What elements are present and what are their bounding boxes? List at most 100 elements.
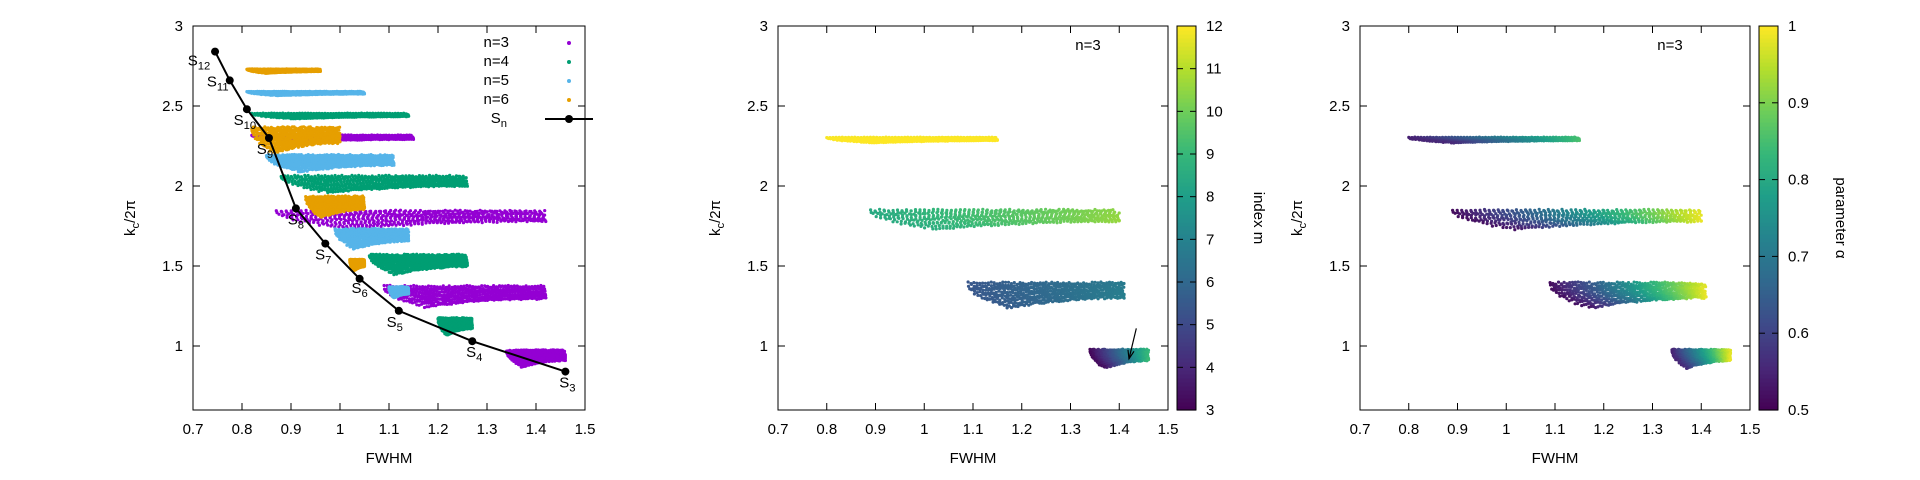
data-point-n4 [302,186,305,189]
data-point-n3 [351,219,354,222]
data-point-n3 [280,211,283,214]
data-point-n3 [391,223,394,226]
data-point-n3 [421,223,424,226]
data-point-n3 [438,294,441,297]
data-point-n3 [326,224,329,227]
data-point-n3 [481,292,484,295]
data-point-n3 [343,222,346,225]
data-point-n3 [440,287,443,290]
data-point-n4 [341,185,344,188]
chart-panel-n-all: 0.7 0.8 0.9 1 1.1 1.2 1.3 1.4 1.511.522.53FWHMkc… [122,18,595,467]
data-point-n3 [454,221,457,224]
data-point-n4 [466,185,469,188]
data-point-n4 [305,186,308,189]
data-point-n3 [430,285,433,288]
x-tick-label: 0.7 [183,421,204,438]
data-point-n3 [322,222,325,225]
data-point-n3 [317,218,320,221]
data-point-n3 [329,220,332,223]
data-point-n3 [337,225,340,228]
data-point-n3 [477,220,480,223]
data-point-n3 [380,225,383,228]
data-point-n4 [466,264,469,267]
data-point-n3 [406,223,409,226]
data-point-n4 [326,184,329,187]
data-point-n3 [499,285,502,288]
data-point-n3 [306,212,309,215]
data-point-n3 [418,211,421,214]
data-point-n4 [291,183,294,186]
data-point-n3 [383,224,386,227]
data-point-n3 [416,295,419,298]
data-point-n3 [469,220,472,223]
data-point-n4 [312,188,315,191]
data-point-n3 [499,220,502,223]
data-point-n3 [398,223,401,226]
data-point-n3 [484,220,487,223]
data-point-n3 [529,219,532,222]
data-point-n4 [315,187,318,190]
data-point-n3 [466,220,469,223]
data-point-n3 [510,220,513,223]
data-point-n3 [412,138,415,141]
data-point-n4 [407,115,410,118]
data-point-n3 [544,220,547,223]
data-point-n3 [347,221,350,224]
data-point-n3 [514,220,517,223]
data-point-n3 [473,220,476,223]
data-point-n3 [485,285,488,288]
data-point-n3 [564,359,567,362]
y-axis-label-text: kc/2π [122,200,142,236]
data-point-n3 [436,221,439,224]
x-tick-label: 1.3 [477,421,498,438]
data-point-n3 [458,221,461,224]
data-point-n3 [329,224,332,227]
data-point-n3 [481,221,484,224]
data-point-n3 [413,222,416,225]
y-tick-label: 2.5 [162,98,183,115]
data-point-n3 [402,224,405,227]
data-point-n3 [441,290,444,293]
data-point-n4 [295,177,298,180]
data-point-n3 [424,221,427,224]
data-point-n4 [465,176,468,179]
data-point-n3 [489,292,492,295]
data-point-n4 [300,183,303,186]
data-point-n3 [443,222,446,225]
data-point-n3 [432,221,435,224]
data-point-n3 [503,219,506,222]
data-point-n3 [462,221,465,224]
data-point-n3 [446,216,449,219]
data-point-n3 [496,221,499,224]
data-point-n3 [526,220,529,223]
x-tick-label: 1.2 [428,421,449,438]
data-point-n3 [464,291,467,294]
x-axis-label: FWHM [366,450,413,467]
data-point-n3 [383,284,386,287]
data-point-n4 [260,115,263,118]
y-tick-label: 1 [175,338,183,355]
data-point-n3 [364,221,367,224]
y-tick-label: 1.5 [162,258,183,275]
y-axis-label: kc/2π [122,200,142,236]
data-point-n3 [533,219,536,222]
data-point-n3 [496,218,499,221]
data-point-n3 [412,284,415,287]
data-point-n3 [417,222,420,225]
x-tick-label: 1.4 [526,421,547,438]
data-point-n3 [428,221,431,224]
data-point-n4 [287,181,290,184]
data-point-n3 [522,219,525,222]
data-point-n3 [384,220,387,223]
data-point-n3 [318,224,321,227]
data-point-n3 [389,216,392,219]
data-point-n4 [257,114,260,117]
data-point-n3 [335,218,338,221]
data-point-n3 [281,214,284,217]
x-tick-label: 1.1 [379,421,400,438]
data-point-n3 [541,220,544,223]
data-point-n3 [451,221,454,224]
data-point-n4 [254,114,257,117]
data-point-n3 [398,210,401,213]
